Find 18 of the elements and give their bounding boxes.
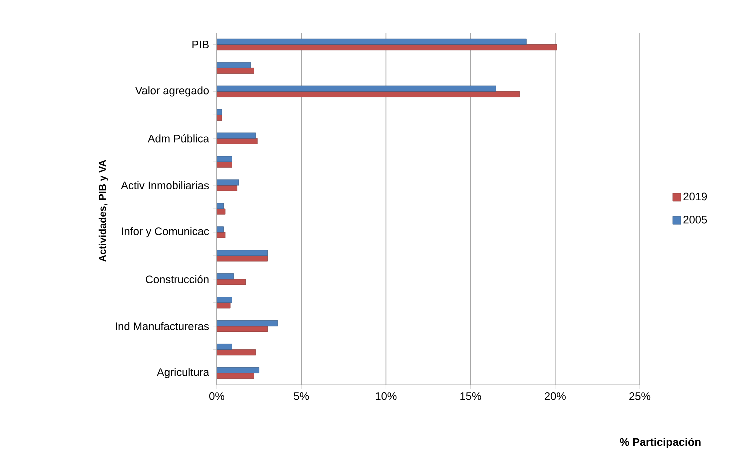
x-tick-label: 15% bbox=[460, 392, 482, 400]
y-tick-label: Activ Inmobiliarias bbox=[121, 182, 210, 190]
legend-label: 2005 bbox=[684, 216, 708, 224]
x-axis-title: % Participación bbox=[620, 438, 701, 448]
y-tick-label: Construcción bbox=[146, 275, 209, 284]
y-tick-label: PIB bbox=[192, 40, 209, 49]
y-axis-title: Actividades, PIB y VA bbox=[98, 160, 108, 262]
y-tick-label: Ind Manufactureras bbox=[116, 322, 210, 330]
y-tick-label: Valor agregado bbox=[135, 86, 209, 97]
x-tick-label: 20% bbox=[544, 392, 566, 400]
y-tick-label: Infor y Comunicac bbox=[122, 227, 210, 238]
x-tick-label: 10% bbox=[376, 392, 397, 400]
x-tick-label: 5% bbox=[294, 392, 310, 400]
y-tick-label: Adm Pública bbox=[148, 134, 210, 143]
legend-label: 2019 bbox=[684, 192, 708, 201]
x-tick-label: 0% bbox=[210, 392, 225, 400]
y-tick-label: Agricultura bbox=[157, 368, 210, 378]
x-tick-label: 25% bbox=[630, 392, 651, 400]
